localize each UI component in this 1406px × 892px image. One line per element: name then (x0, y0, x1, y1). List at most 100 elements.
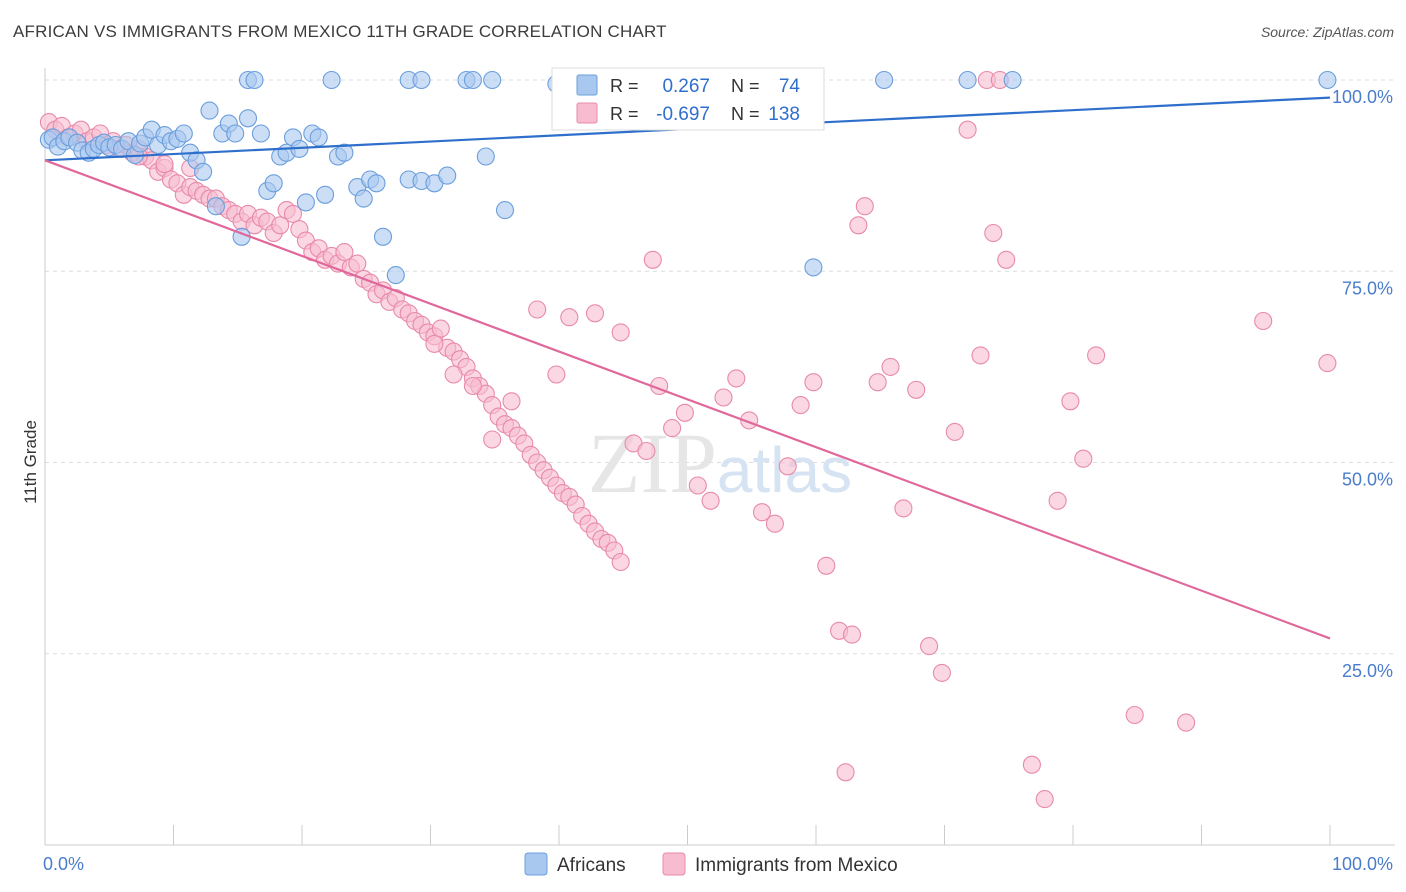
mexico-point-140 (463, 376, 482, 396)
mexico-point-138 (502, 392, 521, 411)
mexico-point-94 (675, 403, 694, 422)
africans-point-44 (316, 185, 335, 204)
source-credit: Source: ZipAtlas.com (1260, 24, 1394, 40)
axes (44, 68, 1395, 846)
mexico-point-136 (547, 365, 566, 384)
mexico-point-91 (637, 441, 656, 461)
mexico-point-117 (971, 346, 990, 365)
mexico-point-134 (585, 304, 605, 323)
africans-point-52 (386, 266, 405, 285)
mexico-point-105 (817, 556, 836, 575)
mexico-point-126 (1125, 705, 1144, 725)
stats-r-label-africans: R = (610, 76, 639, 96)
mexico-point-113 (920, 637, 939, 656)
mexico-point-142 (425, 334, 444, 353)
africans-point-23 (174, 124, 193, 143)
mexico-point-102 (778, 457, 797, 476)
mexico-point-130 (836, 763, 855, 782)
mexico-point-89 (611, 552, 630, 572)
mexico-point-61 (431, 319, 450, 338)
africans-point-48 (354, 189, 373, 208)
mexico-point-119 (997, 250, 1016, 269)
y-tick-label-2: 75.0% (1342, 278, 1393, 298)
legend-swatch-mexico (662, 852, 686, 876)
stats-n-label-mexico: N = (731, 104, 760, 124)
mexico-point-120 (1022, 755, 1041, 774)
africans-point-34 (251, 124, 270, 143)
stats-r-africans: 0.267 (662, 76, 710, 97)
africans-point-72 (1318, 70, 1337, 90)
mexico-point-135 (560, 308, 579, 327)
africans-point-36 (264, 174, 283, 193)
mexico-point-104 (804, 373, 823, 392)
x-tick-label-1: 100.0% (1332, 854, 1393, 874)
mexico-point-111 (894, 499, 913, 518)
africans-point-43 (309, 128, 328, 147)
mexico-point-116 (958, 120, 977, 139)
mexico-point-127 (1177, 713, 1196, 732)
africans-point-41 (296, 193, 315, 212)
legend-label-mexico: Immigrants from Mexico (695, 855, 898, 876)
mexico-point-122 (1048, 491, 1067, 510)
legend-swatch-africans (524, 852, 548, 876)
africans-point-27 (200, 101, 219, 120)
africans-point-46 (335, 143, 354, 162)
mexico-point-139 (483, 430, 502, 449)
africans-point-73 (804, 258, 823, 277)
stats-box: R = 0.267 N = 74 R = -0.697 N = 138 (551, 67, 825, 131)
mexico-point-100 (752, 503, 772, 522)
stats-r-label-mexico: R = (610, 104, 639, 124)
mexico-point-137 (528, 300, 547, 319)
mexico-point-129 (1318, 354, 1337, 373)
africans-points (39, 70, 1337, 285)
mexico-point-133 (611, 323, 630, 342)
trend-lines (44, 96, 1331, 640)
africans-point-31 (226, 124, 245, 143)
mexico-point-96 (701, 491, 720, 510)
mexico-point-123 (1061, 392, 1080, 411)
mexico-point-114 (932, 663, 951, 682)
africans-point-57 (476, 147, 495, 166)
africans-point-67 (483, 70, 502, 90)
africans-point-64 (412, 70, 431, 90)
mexico-point-132 (643, 250, 662, 269)
gridlines (45, 79, 1395, 655)
mexico-point-125 (1087, 346, 1106, 365)
mexico-point-131 (849, 216, 868, 235)
africans-point-62 (322, 70, 341, 90)
y-axis-label: 11th Grade (21, 420, 40, 504)
africans-point-69 (875, 70, 894, 90)
stats-n-label-africans: N = (731, 76, 760, 96)
legend: Africans Immigrants from Mexico (524, 852, 898, 876)
africans-point-61 (245, 70, 264, 90)
africans-point-71 (1003, 70, 1022, 90)
africans-point-50 (367, 174, 386, 193)
africans-point-33 (238, 109, 258, 128)
mexico-point-98 (727, 369, 746, 388)
stats-n-africans: 74 (779, 76, 801, 97)
mexico-point-101 (765, 514, 784, 533)
mexico-point-121 (1035, 790, 1054, 809)
africans-point-26 (194, 162, 213, 181)
y-tick-label-1: 50.0% (1342, 470, 1393, 490)
africans-point-58 (495, 201, 515, 220)
stats-n-mexico: 138 (768, 104, 800, 125)
mexico-point-107 (842, 625, 862, 644)
x-tick-label-0: 0.0% (43, 854, 84, 874)
mexico-point-109 (868, 373, 887, 392)
mexico-point-36 (271, 216, 290, 235)
mexico-point-48 (348, 254, 367, 273)
mexico-point-46 (335, 243, 354, 262)
y-tick-label-3: 100.0% (1332, 87, 1393, 107)
mexico-point-95 (688, 476, 707, 495)
africans-point-28 (206, 197, 225, 216)
africans-point-56 (438, 166, 457, 185)
mexico-point-108 (855, 197, 874, 216)
mexico-point-124 (1074, 449, 1093, 468)
africans-point-51 (373, 227, 393, 246)
stats-r-mexico: -0.697 (656, 104, 710, 125)
mexico-point-38 (283, 204, 303, 223)
stats-swatch-mexico (576, 102, 598, 124)
y-tick-label-0: 25.0% (1342, 661, 1393, 681)
